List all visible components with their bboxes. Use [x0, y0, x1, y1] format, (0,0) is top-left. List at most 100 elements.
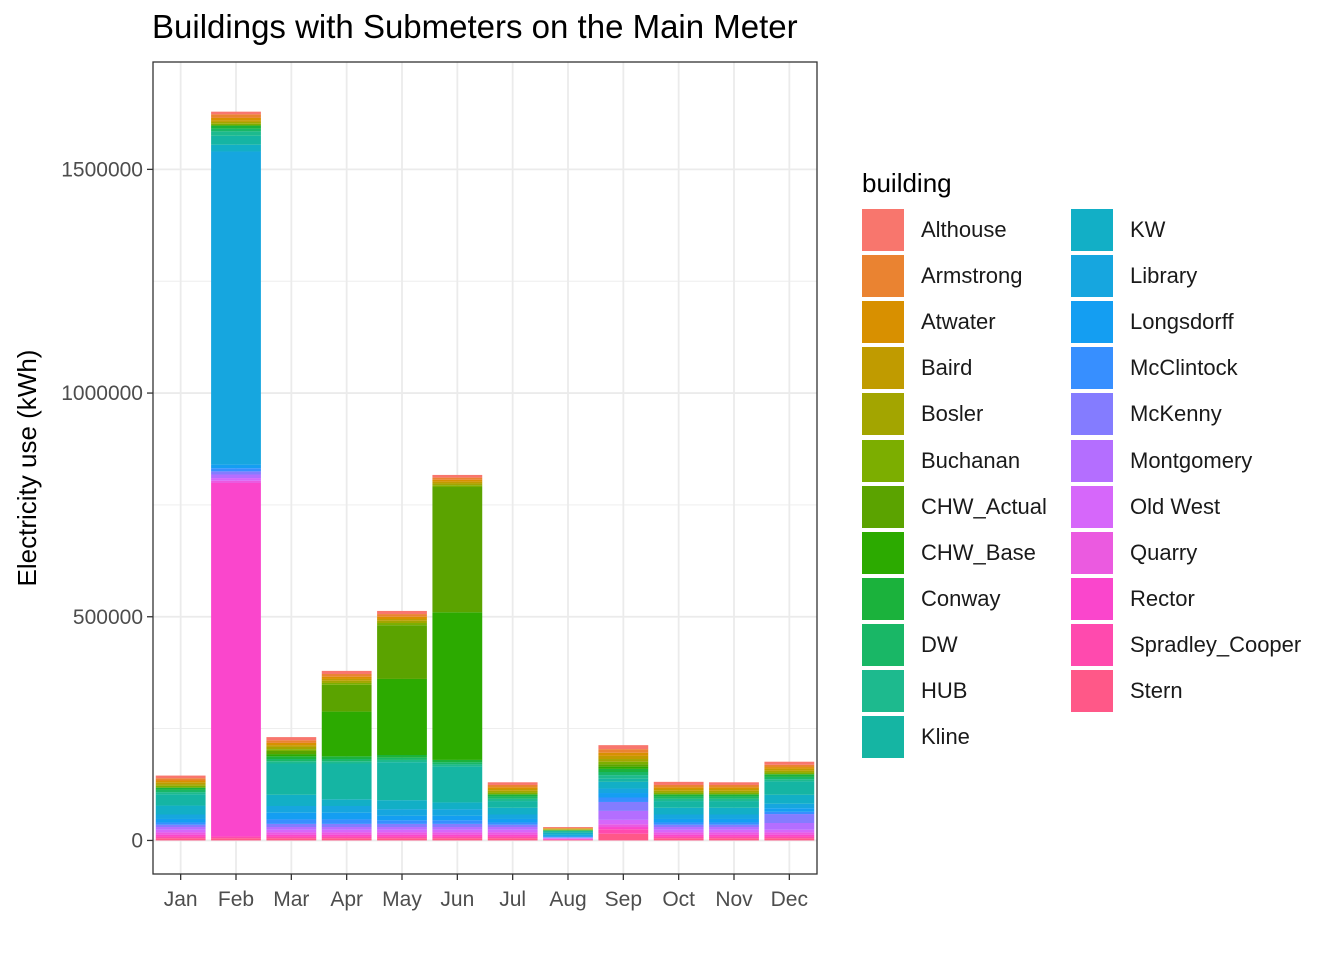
bar-segment-armstrong-mar [266, 740, 317, 743]
bar-segment-mckenny-nov [709, 824, 759, 828]
bar-stack-sep [598, 745, 649, 841]
bar-segment-armstrong-jun [432, 477, 483, 480]
legend-item: CHW_Actual [862, 484, 1071, 530]
bar-segment-kline-jul [487, 801, 538, 808]
bar-segment-conway-jul [487, 794, 538, 797]
bar-segment-althouse-jul [487, 782, 538, 785]
x-tick-label: Jul [499, 888, 526, 911]
bar-segment-armstrong-oct [653, 784, 704, 788]
bar-segment-armstrong-apr [321, 674, 372, 677]
bar-segment-althouse-jun [432, 474, 483, 478]
legend-key [862, 255, 904, 298]
bar-segment-althouse-aug [543, 827, 593, 828]
bar-segment-althouse-apr [321, 670, 372, 675]
x-tick-label: Sep [605, 888, 642, 911]
legend-item: Montgomery [1071, 437, 1280, 483]
bar-segment-chw-base-mar [266, 754, 317, 757]
bar-segment-kline-may [377, 762, 427, 801]
bar-stack-feb [211, 111, 261, 841]
bar-stack-aug [543, 827, 593, 841]
legend-key [862, 716, 904, 759]
legend-key [1071, 669, 1113, 712]
x-tick-label: Aug [549, 888, 586, 911]
legend-key [862, 209, 904, 252]
legend-key [1071, 301, 1113, 344]
legend-label: Old West [1130, 493, 1221, 519]
bar-segment-chw-actual-jun [432, 487, 483, 613]
legend-label: DW [921, 631, 958, 657]
bar-segment-mckenny-jul [487, 824, 538, 828]
bar-segment-kw-dec [764, 794, 815, 804]
legend-key [862, 577, 904, 620]
bar-segment-spradley-cooper-jan [155, 836, 206, 839]
bar-segment-longsdorff-sep [598, 793, 649, 798]
bar-segment-montgomery-apr [321, 827, 372, 830]
bar-segment-rector-oct [653, 834, 704, 837]
legend-item: Althouse [862, 207, 1071, 253]
bar-segment-hub-feb [211, 131, 261, 136]
bar-segment-armstrong-may [377, 614, 427, 617]
legend-key [862, 669, 904, 712]
bar-segment-bosler-may [377, 620, 427, 624]
legend-key [1071, 485, 1113, 528]
bar-segment-althouse-may [377, 610, 427, 615]
bar-segment-library-nov [709, 814, 759, 819]
y-tick-label: 1500000 [61, 158, 143, 181]
bar-segment-bosler-feb [211, 121, 261, 124]
bar-segment-buchanan-oct [653, 792, 704, 795]
bar-segment-montgomery-nov [709, 827, 759, 830]
legend-label: Stern [1130, 677, 1183, 703]
bar-segment-stern-sep [598, 833, 649, 841]
bar-segment-hub-apr [321, 761, 372, 764]
legend-label: Rector [1130, 585, 1195, 611]
legend-item: Baird [862, 345, 1071, 391]
bar-segment-rector-sep [598, 827, 649, 830]
bar-segment-library-jan [155, 814, 206, 819]
legend-item: Conway [862, 576, 1071, 622]
bar-segment-conway-feb [211, 125, 261, 129]
legend-item: Longsdorff [1071, 299, 1280, 345]
bar-segment-conway-apr [321, 756, 372, 760]
legend-item: Rector [1071, 576, 1280, 622]
bar-segment-dw-mar [266, 759, 317, 762]
bar-segment-rector-jan [155, 834, 206, 837]
bar-segment-bosler-apr [321, 680, 372, 683]
bar-segment-longsdorff-jul [487, 818, 538, 823]
legend-column: KW Library Longsdorff McClintock McKenny Mont… [1071, 207, 1301, 760]
bar-segment-baird-mar [266, 745, 317, 747]
bar-segment-bosler-oct [653, 790, 704, 793]
bar-segment-mcclintock-dec [764, 811, 815, 815]
bar-segment-spradley-cooper-sep [598, 829, 649, 834]
bar-stack-jan [155, 775, 206, 841]
legend-key [862, 531, 904, 574]
bar-segment-atwater-jan [155, 780, 206, 783]
bar-stack-jun [432, 474, 483, 841]
bar-segment-old-west-apr [321, 829, 372, 833]
bar-segment-chw-base-sep [598, 766, 649, 769]
bar-segment-spradley-cooper-may [377, 836, 427, 839]
bar-segment-chw-actual-may [377, 625, 427, 679]
bar-segment-kline-jan [155, 794, 206, 806]
bar-segment-armstrong-jan [155, 778, 206, 781]
bar-segment-stern-oct [653, 838, 704, 841]
bar-segment-atwater-may [377, 616, 427, 619]
bar-segment-longsdorff-aug [543, 835, 593, 837]
bar-segment-atwater-apr [321, 676, 372, 679]
bar-segment-rector-may [377, 834, 427, 837]
bar-stack-jul [487, 782, 538, 841]
bar-segment-buchanan-may [377, 623, 427, 626]
bar-segment-bosler-jan [155, 784, 206, 786]
bar-segment-old-west-feb [211, 478, 261, 481]
bar-segment-quarry-jul [487, 832, 538, 835]
bar-segment-kw-sep [598, 781, 649, 789]
bar-segment-armstrong-jul [487, 784, 538, 788]
bar-stack-oct [653, 781, 704, 841]
legend-label: Library [1130, 263, 1198, 289]
bar-segment-conway-sep [598, 768, 649, 772]
bar-segment-stern-feb [211, 838, 261, 841]
bar-segment-dw-feb [211, 128, 261, 132]
legend-key [1071, 577, 1113, 620]
legend-label: Spradley_Cooper [1130, 631, 1302, 657]
bar-segment-armstrong-nov [709, 784, 759, 788]
x-tick-label: Apr [330, 888, 363, 911]
